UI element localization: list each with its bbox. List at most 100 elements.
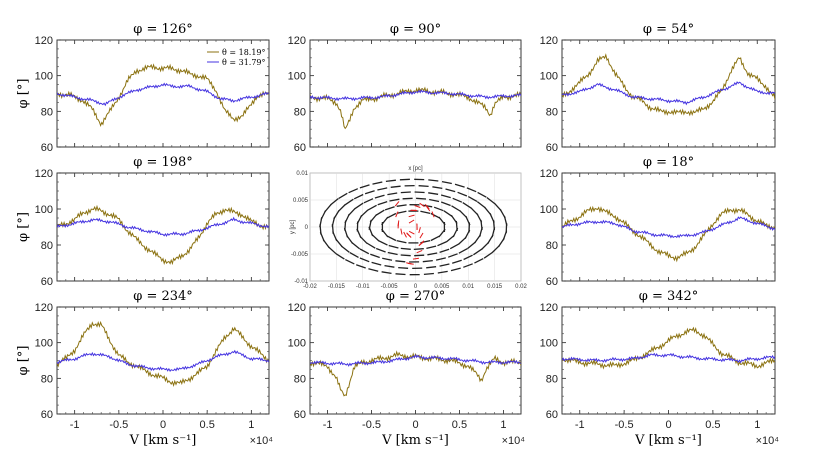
vector-arrow-red: [419, 202, 425, 208]
y-axis-label: φ [°]: [16, 346, 31, 376]
vector-arrow: [437, 241, 447, 247]
series-line-theta-31: [310, 354, 521, 367]
inset-x-tick-label: -0.015: [328, 284, 346, 290]
vector-arrow-red: [416, 249, 423, 254]
x-tick-label: -1: [575, 419, 585, 431]
axes-frame: [56, 172, 270, 282]
y-tick-label: 60: [41, 276, 53, 288]
inset-x-tick-label: -0.02: [303, 284, 317, 290]
y-tick-label: 60: [41, 409, 53, 421]
vector-arrow-red: [419, 240, 425, 246]
vector-arrow: [441, 180, 452, 185]
vector-arrow: [440, 194, 451, 199]
y-tick-label: 120: [540, 302, 558, 314]
vector-arrow: [395, 273, 406, 276]
y-tick-label: 120: [288, 302, 306, 314]
vector-arrow: [435, 257, 446, 261]
vector-arrow: [369, 214, 378, 223]
vector-arrow: [414, 254, 425, 257]
legend-box: [203, 44, 265, 68]
vector-arrow: [447, 253, 458, 258]
vector-arrow: [467, 196, 478, 202]
panel-p90: φ = 90° 60 80 100 120: [288, 22, 522, 154]
vector-arrow: [438, 228, 446, 238]
vector-arrow: [387, 192, 398, 196]
vector-arrow: [450, 267, 461, 272]
y-tick-label: 80: [546, 106, 558, 118]
vector-arrow: [396, 204, 407, 207]
vector-arrow: [341, 245, 350, 253]
vector-arrow: [446, 234, 455, 243]
y-tick-label: 100: [288, 338, 306, 350]
vector-arrow: [428, 192, 439, 195]
series-line-theta-18: [562, 53, 775, 117]
vector-arrow: [384, 206, 395, 211]
vector-arrow: [353, 193, 364, 200]
vector-arrow: [360, 209, 369, 218]
x-tick-label: -1: [70, 419, 80, 431]
x-exponent: ×10⁴: [756, 435, 780, 447]
vector-arrow: [396, 210, 407, 215]
vector-arrow: [423, 272, 434, 276]
vector-arrow: [487, 234, 494, 244]
vector-arrow: [439, 263, 450, 267]
y-tick-label: 60: [546, 276, 558, 288]
vector-arrow-red: [419, 232, 424, 239]
inset-y-tick-label: 0: [305, 225, 309, 231]
vector-arrow-red: [412, 257, 419, 260]
y-tick-label: 100: [288, 71, 306, 83]
vector-arrow-red: [424, 203, 430, 210]
vector-arrow: [463, 263, 473, 268]
vector-arrow-red: [403, 231, 407, 238]
vector-arrow: [367, 204, 377, 211]
vector-arrow: [414, 191, 425, 194]
vector-arrow: [467, 241, 476, 249]
y-tick-label: 60: [546, 409, 558, 421]
panel-p126: φ = 126° 60 80 100 120 φ [°] θ = 18.19°θ = 31.…: [16, 22, 270, 154]
panel-title: φ = 198°: [133, 155, 193, 170]
inset-x-label: x [pc]: [408, 166, 423, 172]
x-tick-label: -0.5: [615, 419, 634, 431]
panel-title: φ = 54°: [643, 22, 694, 37]
vector-arrow: [386, 212, 397, 219]
inset-x-tick-label: -0.005: [381, 284, 399, 290]
vector-arrow: [359, 257, 370, 263]
vector-arrow: [400, 191, 411, 194]
inset-x-tick-label: 0.005: [434, 284, 450, 290]
legend: θ = 18.19°θ = 31.79°: [203, 44, 266, 68]
vector-arrow-red: [407, 262, 414, 265]
inset-y-tick-label: -0.01: [294, 279, 308, 285]
vector-arrow: [351, 242, 361, 250]
vector-arrow: [387, 251, 398, 256]
x-exponent: ×10⁴: [250, 435, 274, 447]
vector-arrow: [395, 260, 406, 263]
vector-arrow: [324, 203, 332, 213]
vector-arrow: [418, 185, 429, 188]
axes-frame: [309, 39, 522, 148]
series-line-theta-18: [57, 320, 269, 387]
series-line-theta-31: [562, 352, 775, 364]
vector-arrow: [400, 254, 411, 257]
vector-arrow: [338, 192, 348, 199]
vector-arrow: [347, 207, 356, 217]
vector-arrow: [381, 216, 389, 226]
x-tick-label: 0: [160, 419, 166, 431]
vector-arrow: [374, 194, 385, 199]
vector-arrow: [429, 198, 440, 203]
vector-arrow-red: [414, 205, 421, 208]
x-tick-label: 1: [754, 419, 760, 431]
x-tick-label: -1: [323, 419, 333, 431]
vector-arrow: [375, 209, 385, 216]
y-tick-label: 80: [546, 240, 558, 252]
vector-arrow: [445, 188, 456, 193]
series-line-theta-18: [310, 86, 521, 130]
x-tick-label: -0.5: [362, 419, 381, 431]
y-tick-label: 100: [540, 338, 558, 350]
x-tick-label: 0.5: [705, 419, 720, 431]
vector-arrow: [359, 184, 370, 189]
y-tick-label: 100: [35, 71, 53, 83]
vector-arrow: [466, 187, 477, 193]
vector-arrow: [382, 257, 393, 261]
inset-y-tick-label: 0.005: [293, 198, 309, 204]
y-tick-label: 60: [546, 142, 558, 154]
